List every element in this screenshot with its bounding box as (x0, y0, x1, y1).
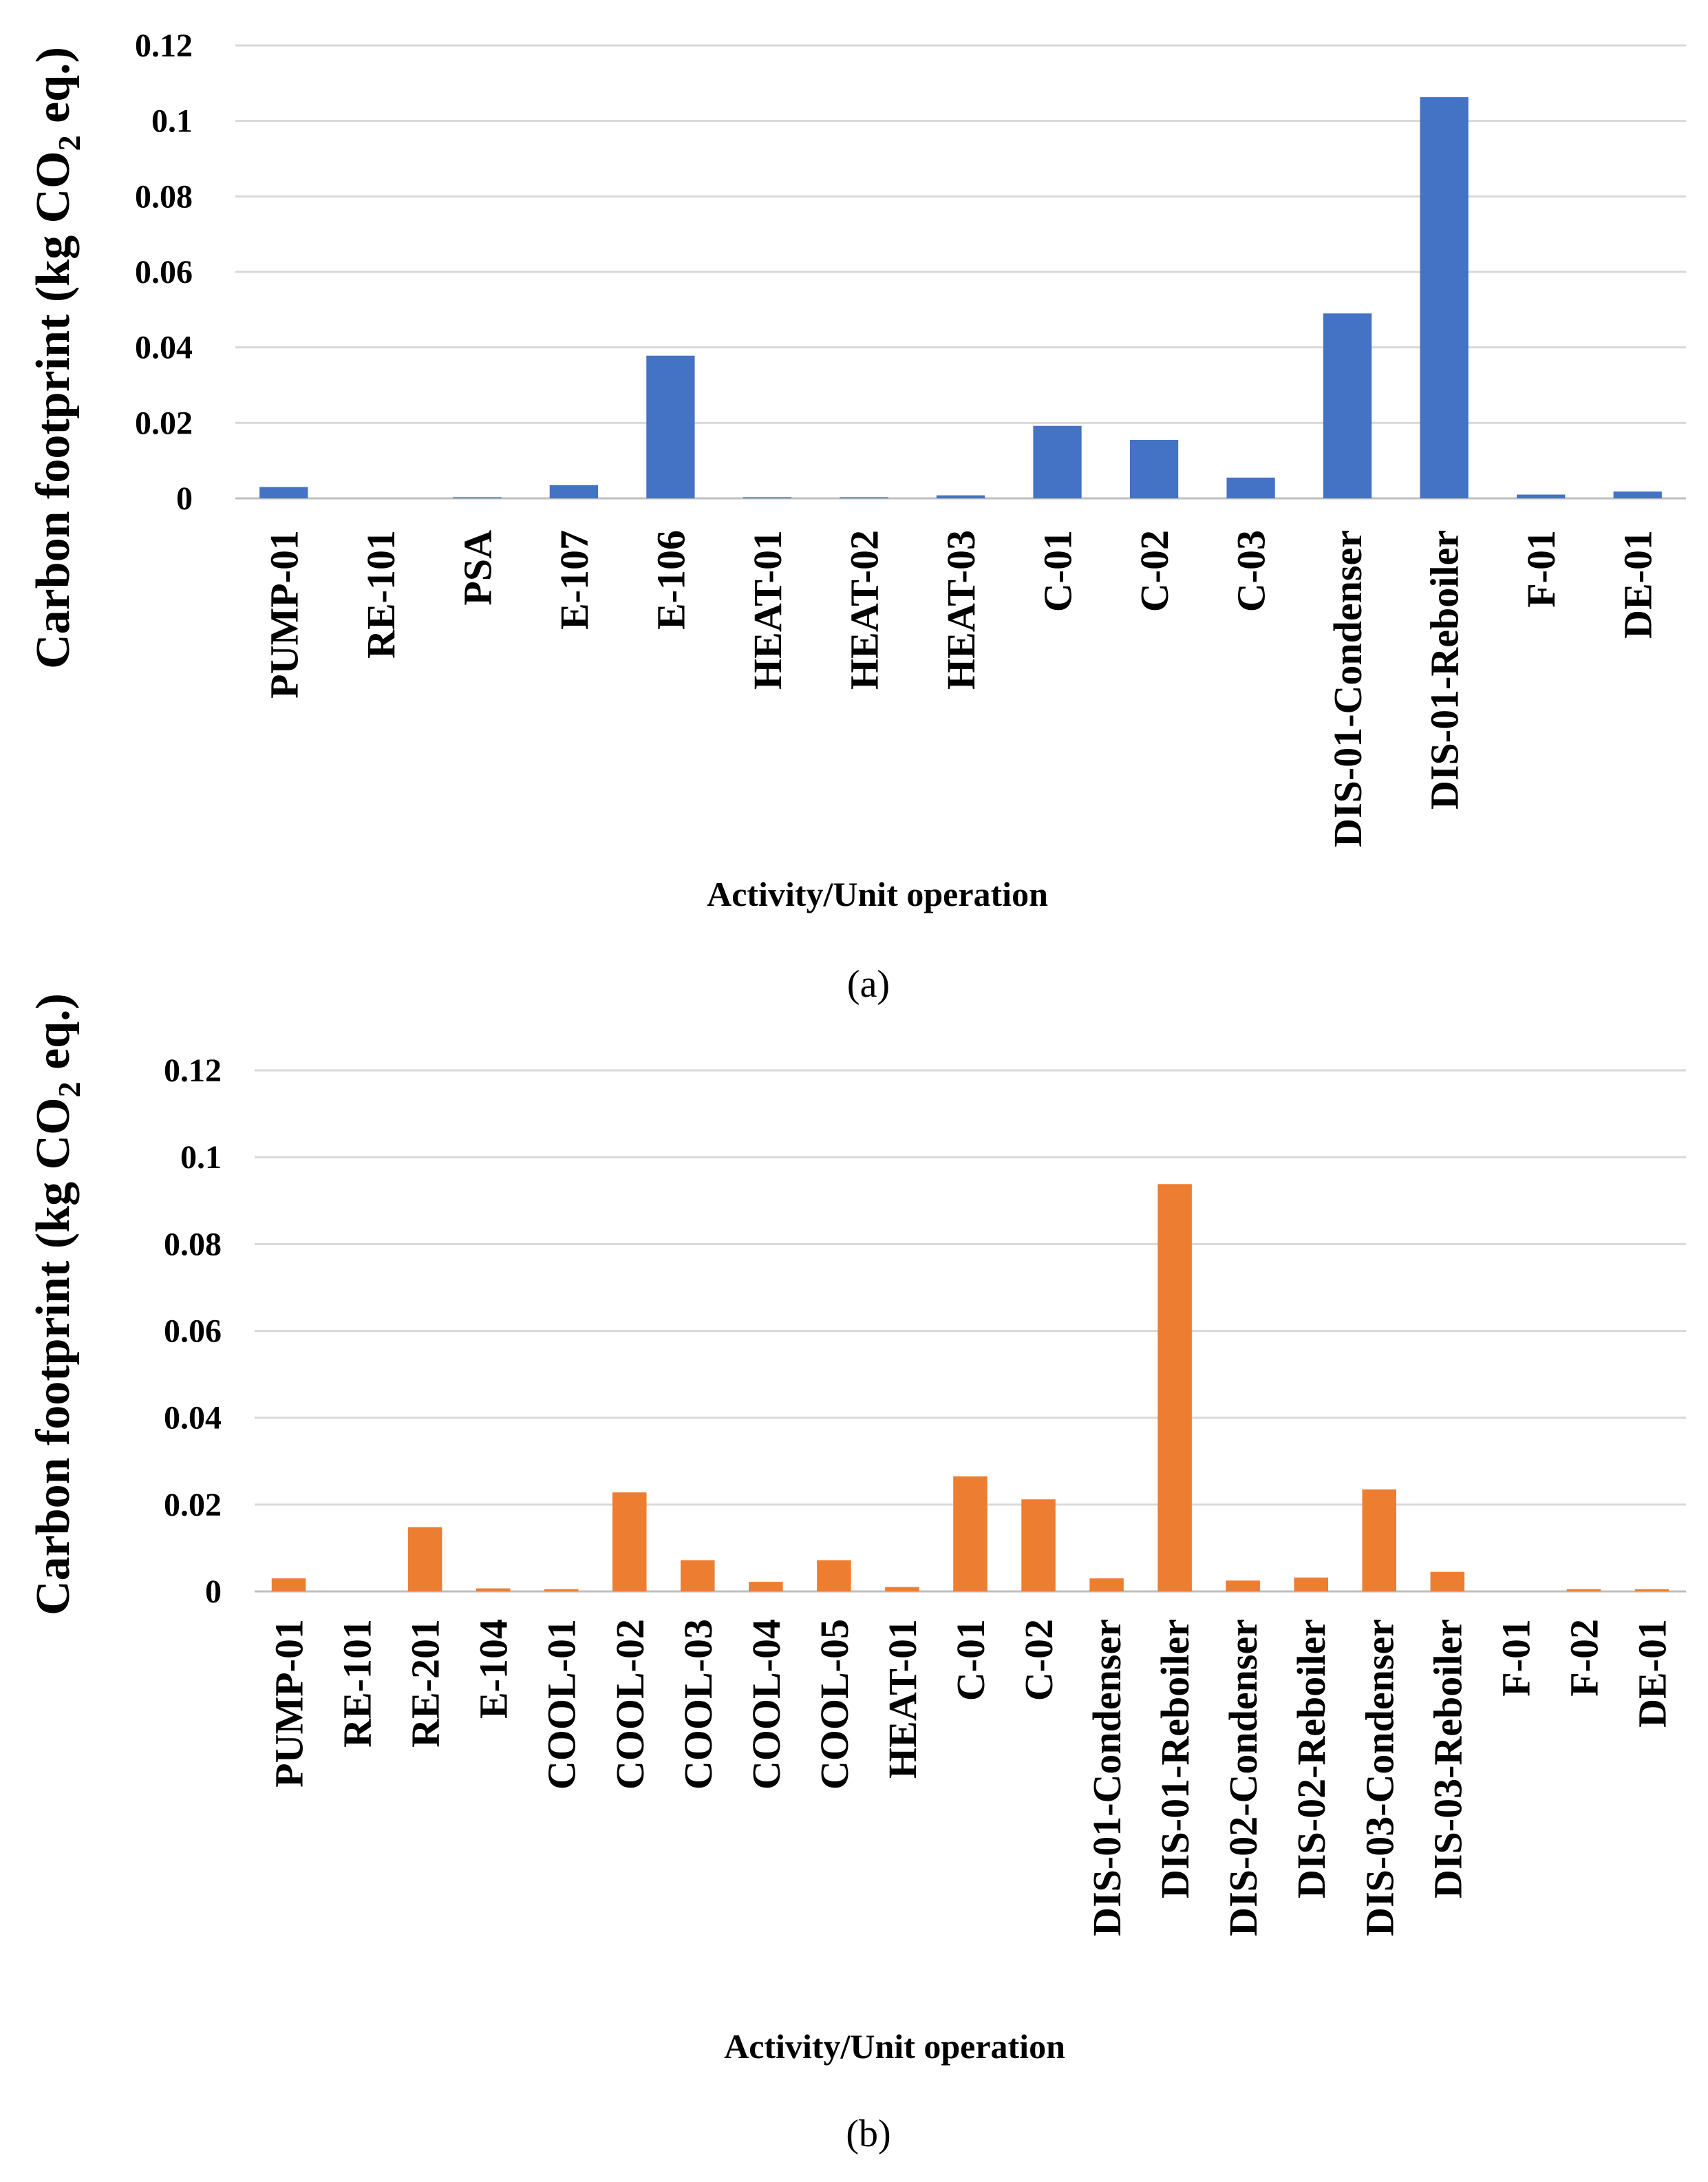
bar-dis-02-condenser (1226, 1580, 1260, 1591)
chart-a: 0 0.02 0.04 0.06 0.08 0.1 0.12 PUMP-01 RE-101 PSA… (27, 28, 1686, 1006)
category-label: PSA (455, 530, 500, 606)
bar-e-107 (549, 485, 598, 498)
y-tick-label: 0.06 (135, 254, 193, 290)
category-label: HEAT-03 (939, 530, 983, 690)
category-label: DIS-02-Condenser (1221, 1619, 1266, 1936)
category-label: DIS-01-Condenser (1325, 530, 1370, 847)
y-tick-label: 0.04 (164, 1400, 222, 1437)
bar-dis-01-reboiler (1420, 97, 1469, 498)
category-label: C-03 (1229, 530, 1274, 612)
y-tick-label: 0.02 (135, 405, 193, 441)
category-label: F-02 (1561, 1619, 1606, 1697)
bar-e-106 (646, 355, 695, 498)
category-label: F-01 (1493, 1619, 1538, 1697)
bar-cool-02 (612, 1492, 647, 1591)
category-label: DIS-02-Reboiler (1289, 1619, 1334, 1898)
bar-heat-02 (840, 497, 888, 498)
bar-dis-01-condenser (1089, 1578, 1124, 1591)
bar-c-01 (953, 1476, 988, 1591)
bar-dis-02-reboiler (1294, 1577, 1328, 1591)
y-tick-label: 0.1 (151, 103, 193, 140)
category-label: HEAT-01 (745, 530, 790, 690)
x-axis-title: Activity/Unit operation (724, 2027, 1065, 2066)
category-label: COOL-05 (812, 1619, 857, 1790)
category-label: DIS-01-Reboiler (1153, 1619, 1197, 1898)
y-tick-label: 0.04 (135, 330, 193, 366)
panel-label: (b) (846, 2112, 890, 2155)
category-label: DE-01 (1630, 1619, 1674, 1728)
category-label: DIS-03-Condenser (1357, 1619, 1402, 1936)
bar-e-104 (476, 1588, 511, 1591)
bar-c-01 (1033, 425, 1082, 498)
bar-c-02 (1129, 440, 1179, 498)
category-label: RE-101 (335, 1619, 380, 1748)
bar-de-01 (1634, 1589, 1669, 1591)
x-axis-title: Activity/Unit operation (707, 875, 1048, 913)
bar-cool-04 (749, 1582, 783, 1591)
bar-psa (453, 497, 502, 498)
category-label: COOL-01 (540, 1619, 584, 1790)
bar-f-01 (1517, 494, 1566, 498)
y-tick-label: 0.08 (135, 178, 193, 215)
chart-b: 0 0.02 0.04 0.06 0.08 0.1 0.12 PUMP-01 RE-101 RE-… (27, 993, 1686, 2155)
category-label: DIS-03-Reboiler (1425, 1619, 1470, 1898)
category-label: RE-101 (359, 530, 403, 659)
category-label: COOL-03 (676, 1619, 720, 1790)
category-label: C-01 (1036, 530, 1080, 612)
category-label: C-02 (1132, 530, 1177, 612)
category-label: DIS-01-Condenser (1085, 1619, 1129, 1936)
category-label: E-104 (471, 1619, 516, 1719)
bar-dis-01-reboiler (1157, 1184, 1192, 1591)
category-label: F-01 (1519, 530, 1563, 608)
bar-heat-01 (743, 497, 792, 498)
category-label: HEAT-01 (880, 1619, 925, 1779)
y-tick-label: 0.1 (180, 1139, 222, 1176)
bar-heat-03 (936, 495, 985, 498)
bar-f-02 (1566, 1589, 1601, 1591)
bar-re-201 (407, 1527, 442, 1591)
bar-dis-01-condenser (1323, 313, 1372, 498)
category-label: E-107 (552, 530, 597, 630)
bar-cool-03 (681, 1560, 715, 1591)
category-label: RE-201 (403, 1619, 448, 1748)
y-tick-label: 0 (205, 1574, 222, 1610)
bar-c-02 (1021, 1499, 1056, 1591)
bar-dis-03-reboiler (1430, 1571, 1465, 1591)
bar-cool-05 (817, 1560, 851, 1591)
category-label: DE-01 (1616, 530, 1661, 639)
category-label: C-01 (948, 1619, 993, 1701)
y-tick-label: 0.08 (164, 1226, 222, 1262)
category-label: COOL-04 (744, 1619, 789, 1790)
y-tick-label: 0.02 (164, 1487, 222, 1523)
category-label: COOL-02 (608, 1619, 652, 1790)
category-label: DIS-01-Reboiler (1422, 530, 1467, 809)
category-label: PUMP-01 (261, 530, 306, 699)
y-tick-label: 0.06 (164, 1313, 222, 1350)
category-label: PUMP-01 (267, 1619, 312, 1788)
bar-c-03 (1226, 477, 1275, 498)
category-label: E-106 (648, 530, 693, 630)
y-tick-label: 0.12 (135, 28, 193, 64)
bar-pump-01 (271, 1578, 306, 1591)
bar-pump-01 (259, 487, 308, 498)
y-axis-title: Carbon footprint (kg CO2 eq.) (27, 47, 87, 669)
y-axis-title: Carbon footprint (kg CO2 eq.) (27, 993, 87, 1616)
bar-dis-03-condenser (1362, 1489, 1397, 1591)
y-tick-label: 0 (176, 480, 193, 517)
category-label: HEAT-02 (842, 530, 886, 690)
bar-heat-01 (885, 1587, 919, 1591)
bar-cool-01 (544, 1589, 579, 1591)
category-label: C-02 (1016, 1619, 1061, 1701)
bar-de-01 (1613, 491, 1662, 498)
panel-label: (a) (847, 963, 890, 1006)
y-tick-label: 0.12 (164, 1052, 222, 1089)
